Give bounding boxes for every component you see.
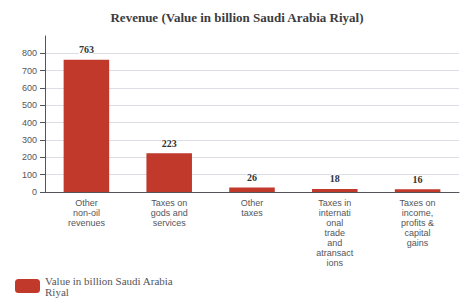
svg-text:internati: internati: [319, 208, 351, 218]
svg-text:atransact: atransact: [316, 248, 354, 258]
svg-text:ions: ions: [327, 258, 344, 268]
svg-text:0: 0: [32, 187, 37, 197]
svg-text:223: 223: [162, 138, 177, 149]
svg-text:700: 700: [22, 66, 37, 76]
svg-text:18: 18: [330, 173, 340, 184]
svg-text:500: 500: [22, 100, 37, 110]
svg-text:and: and: [327, 238, 342, 248]
svg-text:Riyal: Riyal: [45, 286, 69, 298]
svg-text:income,: income,: [402, 208, 434, 218]
svg-text:400: 400: [22, 118, 37, 128]
svg-text:Other: Other: [75, 198, 98, 208]
svg-text:Revenue (Value in billion Saud: Revenue (Value in billion Saudi Arabia R…: [110, 10, 363, 25]
svg-text:revenues: revenues: [68, 218, 106, 228]
svg-text:200: 200: [22, 152, 37, 162]
svg-text:services: services: [153, 218, 187, 228]
svg-text:Other: Other: [241, 198, 264, 208]
svg-text:non-oil: non-oil: [73, 208, 100, 218]
svg-text:capital: capital: [405, 228, 431, 238]
svg-text:Taxes on: Taxes on: [151, 198, 187, 208]
svg-text:trade: trade: [325, 228, 346, 238]
svg-text:Taxes on: Taxes on: [400, 198, 436, 208]
svg-text:800: 800: [22, 48, 37, 58]
svg-text:onal: onal: [326, 218, 343, 228]
svg-text:profits &: profits &: [401, 218, 434, 228]
svg-text:763: 763: [79, 44, 94, 55]
svg-text:16: 16: [413, 174, 423, 185]
svg-text:300: 300: [22, 135, 37, 145]
svg-text:gods and: gods and: [151, 208, 188, 218]
svg-text:100: 100: [22, 170, 37, 180]
svg-text:taxes: taxes: [241, 208, 263, 218]
svg-text:Taxes in: Taxes in: [318, 198, 351, 208]
svg-text:600: 600: [22, 83, 37, 93]
svg-text:Value in billion Saudi Arabia: Value in billion Saudi Arabia: [45, 274, 173, 287]
svg-text:gains: gains: [407, 238, 429, 248]
svg-text:26: 26: [247, 172, 257, 183]
